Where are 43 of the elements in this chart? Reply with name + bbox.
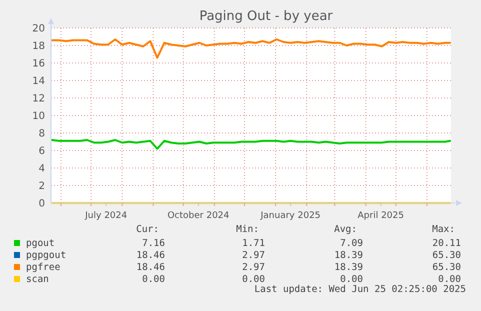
text: Cur:	[136, 224, 159, 235]
y-tick-label: 18	[32, 41, 45, 52]
text: Max:	[432, 224, 455, 235]
text: 0.00	[438, 274, 462, 285]
y-tick-label: 10	[32, 111, 45, 122]
text: 1.71	[242, 238, 266, 249]
text: 2.97	[242, 262, 265, 273]
text: Last update: Wed Jun 25 02:25:00 2025	[254, 284, 466, 295]
legend-label: pgpgout	[26, 250, 66, 261]
y-tick-label: 20	[32, 24, 45, 34]
x-tick-label: January 2025	[260, 211, 321, 221]
x-tick-label: October 2024	[167, 211, 230, 221]
text: Min:	[236, 224, 259, 235]
line-series	[51, 139, 451, 150]
legend-label: pgout	[26, 238, 55, 249]
y-tick-label: 14	[32, 76, 45, 87]
text: 2.97	[242, 250, 265, 261]
legend-label: scan	[26, 274, 49, 285]
y-tick-label: 2	[38, 181, 45, 192]
x-tick-label: April 2025	[358, 211, 404, 221]
text: 18.46	[136, 250, 166, 261]
text: 0.00	[340, 274, 364, 285]
y-tick-label: 12	[32, 94, 45, 104]
y-tick-label: 0	[38, 198, 45, 210]
text: 0.00	[242, 274, 266, 285]
text: 20.11	[432, 238, 462, 249]
y-tick-label: 4	[38, 164, 45, 174]
text: 65.30	[432, 250, 462, 261]
text: 7.09	[340, 238, 364, 249]
y-tick-label: 16	[32, 58, 45, 70]
text: 18.46	[136, 262, 166, 273]
text: 65.30	[432, 262, 462, 273]
legend-label: pgfree	[26, 262, 61, 273]
chart-title: Paging Out - by year	[199, 9, 334, 24]
x-tick-label: July 2024	[84, 211, 128, 221]
y-tick-label: 6	[38, 146, 45, 157]
text: Avg:	[334, 224, 357, 235]
text: 0.00	[142, 274, 166, 285]
text: 18.39	[334, 250, 364, 261]
text: 7.16	[142, 238, 166, 249]
text: 18.39	[334, 262, 364, 273]
y-tick-label: 8	[38, 128, 45, 140]
line-series	[51, 38, 451, 59]
